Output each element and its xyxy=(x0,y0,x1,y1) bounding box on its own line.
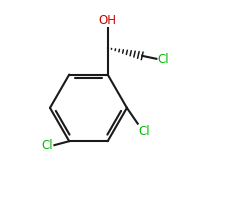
Text: Cl: Cl xyxy=(157,53,169,66)
Text: Cl: Cl xyxy=(42,139,54,152)
Text: Cl: Cl xyxy=(138,125,150,138)
Text: OH: OH xyxy=(99,14,117,27)
